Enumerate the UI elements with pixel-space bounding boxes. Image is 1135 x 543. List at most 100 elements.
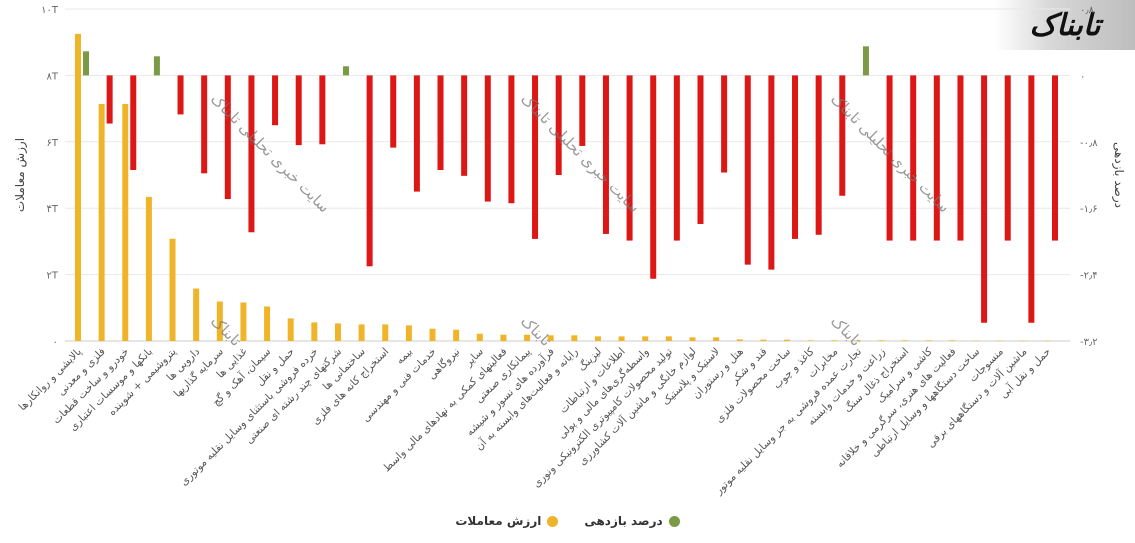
bar-trade-value <box>311 322 318 341</box>
bar-return-negative <box>910 75 917 241</box>
bar-trade-value <box>949 340 956 341</box>
bar-return-negative <box>981 75 988 323</box>
bar-return-negative <box>626 75 633 241</box>
bar-trade-value <box>405 325 412 341</box>
bar-trade-value <box>878 340 885 341</box>
bar-return-negative <box>461 75 468 176</box>
bar-trade-value <box>689 337 696 341</box>
bar-trade-value <box>193 288 200 341</box>
right-tick-label: -۰٫۸ <box>1080 138 1098 149</box>
right-tick-label: ۰ <box>1080 71 1085 82</box>
bar-return-negative <box>957 75 964 241</box>
bar-trade-value <box>807 340 814 341</box>
left-tick-label: ۴T <box>47 204 59 215</box>
left-tick-label: ۱۰T <box>41 5 59 16</box>
right-tick-label: -۱٫۶ <box>1080 204 1098 215</box>
watermark-short: تابناک <box>207 312 245 350</box>
bar-return-positive <box>153 56 160 76</box>
bar-trade-value <box>145 196 152 341</box>
bar-return-negative <box>886 75 893 241</box>
bar-return-negative <box>201 75 208 174</box>
legend-swatch-yellow <box>547 515 559 527</box>
bar-return-negative <box>1004 75 1011 241</box>
bar-return-positive <box>342 66 349 76</box>
bar-return-negative <box>792 75 799 239</box>
bar-trade-value <box>925 340 932 341</box>
legend-swatch-green <box>668 515 680 527</box>
bar-trade-value <box>476 333 483 341</box>
bar-return-negative <box>579 75 586 146</box>
bar-return-negative <box>673 75 680 241</box>
bar-trade-value <box>216 301 223 341</box>
bar-return-negative <box>1052 75 1058 241</box>
bar-return-negative <box>1028 75 1035 323</box>
bar-trade-value <box>713 337 720 341</box>
bar-trade-value <box>429 328 436 341</box>
bar-trade-value <box>169 238 176 341</box>
watermark-short: تابناک <box>517 312 555 350</box>
bar-trade-value <box>618 336 625 341</box>
bar-trade-value <box>240 302 247 341</box>
bar-return-negative <box>413 75 420 192</box>
right-axis-title: درصد بازدهی <box>1111 142 1126 208</box>
bar-trade-value <box>75 33 81 342</box>
bar-trade-value <box>334 323 341 341</box>
bar-return-negative <box>130 75 137 171</box>
bar-return-positive <box>83 51 89 76</box>
bar-trade-value <box>760 339 767 341</box>
bar-return-negative <box>933 75 940 241</box>
bar-trade-value <box>973 340 980 342</box>
bar-return-negative <box>366 75 373 267</box>
bar-return-negative <box>390 75 397 148</box>
bar-return-negative <box>839 75 846 196</box>
legend: درصد بازدهی ارزش معاملات <box>0 514 1135 528</box>
bar-trade-value <box>736 339 743 341</box>
right-tick-label: -۳٫۲ <box>1080 337 1098 348</box>
left-tick-label: ۰ <box>53 337 58 348</box>
bar-trade-value <box>784 339 791 341</box>
bar-trade-value <box>665 336 672 341</box>
logo-text: تابناک <box>1029 7 1101 43</box>
bar-return-negative <box>106 75 113 124</box>
bar-trade-value <box>122 103 129 342</box>
bar-return-negative <box>815 75 822 235</box>
bar-return-negative <box>437 75 444 171</box>
bar-trade-value <box>358 324 365 341</box>
bar-trade-value <box>642 336 649 341</box>
bar-return-negative <box>508 75 515 204</box>
tabnak-logo: تابناک <box>995 0 1135 50</box>
bar-trade-value <box>382 324 389 341</box>
bar-return-negative <box>224 75 231 200</box>
bar-return-negative <box>295 75 302 146</box>
legend-item-return[interactable]: درصد بازدهی <box>584 514 680 528</box>
bar-trade-value <box>594 336 601 341</box>
bar-trade-value <box>453 329 460 341</box>
legend-item-value[interactable]: ارزش معاملات <box>455 514 559 528</box>
bar-return-negative <box>697 75 704 224</box>
bar-trade-value <box>1044 340 1050 342</box>
bar-return-positive <box>862 46 869 76</box>
bar-chart: ۰ ۲T ۴T ۶T ۸T ۱۰T ۰٫۸ ۰ -۰٫۸ -۱٫۶ -۲٫۴ -۳٫۲ ارزش معا… <box>13 5 1126 497</box>
right-tick-label: -۲٫۴ <box>1080 271 1098 282</box>
left-tick-label: ۸T <box>47 71 59 82</box>
left-tick-label: ۶T <box>47 138 59 149</box>
bar-trade-value <box>902 340 909 341</box>
legend-label: درصد بازدهی <box>584 514 663 528</box>
bar-return-negative <box>319 75 326 145</box>
bar-trade-value <box>98 103 105 342</box>
bar-return-negative <box>272 75 279 126</box>
right-tick-label: ۰٫۸ <box>1080 5 1095 16</box>
bar-return-negative <box>177 75 184 115</box>
bar-return-negative <box>721 75 728 173</box>
bar-trade-value <box>1020 340 1027 342</box>
watermark-short: تابناک <box>827 312 865 350</box>
left-tick-label: ۲T <box>47 271 59 282</box>
bar-return-negative <box>650 75 657 279</box>
bar-return-negative <box>532 75 539 239</box>
bar-trade-value <box>571 335 578 341</box>
bar-return-negative <box>555 75 562 175</box>
bar-return-negative <box>744 75 751 265</box>
bar-return-negative <box>602 75 609 234</box>
bar-return-negative <box>248 75 255 233</box>
left-axis-title: ارزش معاملات <box>13 138 28 212</box>
